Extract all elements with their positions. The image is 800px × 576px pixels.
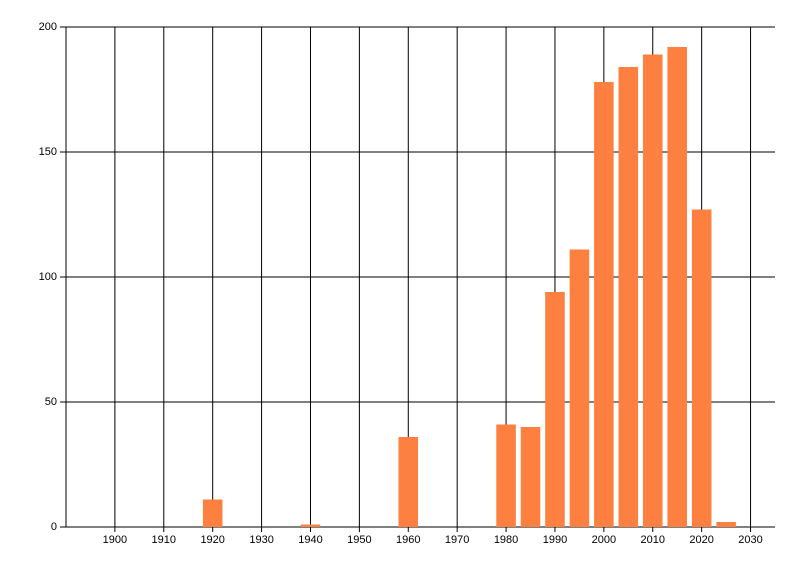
x-tick-label: 1990 [543, 534, 567, 546]
x-tick-label: 1900 [103, 534, 127, 546]
bar [496, 424, 516, 527]
x-tick-label: 1970 [445, 534, 469, 546]
x-tick-label: 1980 [494, 534, 518, 546]
bar [618, 67, 639, 527]
x-tick-label: 2010 [641, 534, 665, 546]
bar [642, 54, 663, 527]
bar [667, 47, 687, 527]
bar [569, 249, 590, 527]
bar [594, 82, 614, 527]
y-tick-label: 100 [39, 271, 57, 283]
y-tick-label: 200 [39, 21, 57, 33]
x-tick-label: 1940 [298, 534, 322, 546]
bar [691, 209, 712, 527]
x-tick-label: 2000 [592, 534, 616, 546]
bar [545, 292, 565, 527]
x-tick-label: 1920 [200, 534, 224, 546]
bar [300, 524, 321, 527]
y-tick-label: 50 [45, 396, 57, 408]
x-tick-label: 1950 [347, 534, 371, 546]
x-tick-label: 1910 [152, 534, 176, 546]
x-tick-label: 2030 [738, 534, 762, 546]
bar [202, 499, 223, 527]
y-tick-label: 0 [51, 521, 57, 533]
bar [398, 437, 419, 527]
bar [520, 427, 541, 527]
x-tick-label: 1930 [249, 534, 273, 546]
bar [716, 522, 736, 527]
x-tick-label: 1960 [396, 534, 420, 546]
x-tick-label: 2020 [689, 534, 713, 546]
y-tick-label: 150 [39, 146, 57, 158]
